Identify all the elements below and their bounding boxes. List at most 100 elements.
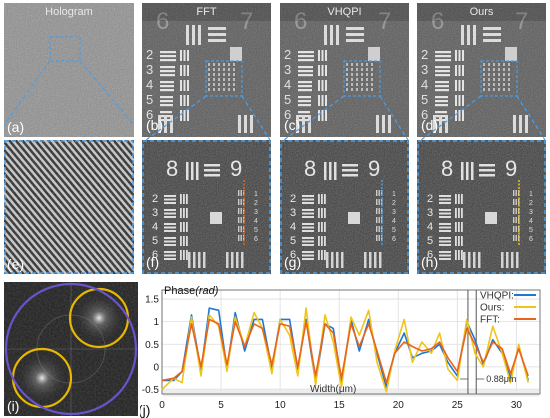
zoom-target-image: 8 9 2 3 4 5 6 1 2 3 4 5 6	[280, 140, 409, 274]
element-number: 4	[152, 221, 158, 233]
element-number: 5	[290, 235, 296, 247]
fringe-image	[4, 140, 134, 274]
panel-f-label: (f)	[146, 254, 160, 270]
spectrum-image	[4, 282, 138, 416]
legend-label: VHQPI:	[480, 291, 514, 302]
panel-d-title: Ours	[469, 6, 494, 18]
panel-label: (e)	[7, 256, 25, 272]
element-number: 5	[421, 92, 428, 107]
zoom-roi-box	[343, 60, 381, 97]
element-number: 6	[427, 249, 433, 261]
zoom-frame	[417, 140, 546, 274]
hologram-image	[4, 3, 134, 137]
element-number: 6	[290, 249, 296, 261]
panel-c-title: VHQPI	[327, 6, 362, 18]
element-number: 5	[284, 92, 291, 107]
y-tick-label: -0.5	[142, 385, 160, 396]
series-line-fft	[161, 318, 529, 384]
group-number: 7	[240, 8, 253, 35]
legend-label: Ours:	[480, 303, 504, 314]
group-number: 8	[304, 156, 316, 181]
x-tick-label: 25	[452, 400, 464, 411]
element-number: 3	[290, 207, 296, 219]
chart-legend: VHQPI:Ours:FFT:	[480, 291, 536, 326]
element-number: 2	[254, 200, 258, 207]
element-number: 1	[529, 191, 533, 198]
group-number: 8	[441, 156, 453, 181]
element-number: 3	[421, 62, 428, 77]
group-number: 9	[368, 156, 380, 181]
panel-f-fft-zoom: 8 9 2 3 4 5 6 1 2 3 4 5 6	[142, 140, 271, 274]
element-number: 5	[152, 235, 158, 247]
y-tick-label: 0.5	[145, 340, 159, 351]
legend-label: FFT:	[480, 315, 500, 326]
element-number: 2	[421, 47, 428, 62]
element-number: 4	[427, 221, 433, 233]
group-number: 8	[166, 156, 178, 181]
element-number: 5	[254, 227, 258, 234]
x-tick-label: 15	[334, 400, 346, 411]
element-number: 2	[290, 193, 296, 205]
panel-g-label: (g)	[284, 254, 302, 270]
element-number: 4	[254, 218, 258, 225]
zoom-frame	[142, 140, 271, 274]
panel-a-hologram: Hologram (a)	[4, 3, 134, 137]
y-tick-label: 1	[153, 317, 159, 328]
aperture-circle	[4, 282, 138, 416]
zoom-frame	[280, 140, 409, 274]
element-number: 2	[392, 200, 396, 207]
element-number: 1	[392, 191, 396, 198]
panel-i-spectrum: (i)	[4, 282, 138, 416]
element-number: 5	[529, 227, 533, 234]
zoom-roi-box	[205, 60, 243, 97]
scale-annotation: 0.88μm	[459, 374, 516, 384]
element-number: 5	[146, 92, 153, 107]
panel-d-label: (d)	[421, 117, 439, 133]
element-number: 4	[421, 77, 428, 92]
group-number: 6	[431, 8, 444, 35]
group-number: 6	[294, 8, 307, 35]
group-number: 9	[230, 156, 242, 181]
x-tick-label: 10	[275, 400, 287, 411]
element-number: 2	[284, 47, 291, 62]
element-number: 1	[254, 191, 258, 198]
zoom-roi-box	[49, 36, 81, 62]
y-tick-label: 1.5	[145, 295, 159, 306]
scale-label: 0.88μm	[486, 374, 516, 384]
x-tick-label: 30	[511, 400, 523, 411]
x-axis-label: Width(μm)	[310, 384, 356, 395]
element-number: 3	[392, 209, 396, 216]
panel-h-label: (h)	[421, 254, 439, 270]
zoom-roi-box	[480, 60, 518, 97]
element-number: 3	[284, 62, 291, 77]
chart-series	[161, 307, 529, 393]
panel-b-label: (b)	[146, 117, 164, 133]
element-number: 3	[254, 209, 258, 216]
panel-title: Hologram	[45, 6, 93, 18]
panel-label: (i)	[7, 398, 20, 414]
group-number: 9	[505, 156, 517, 181]
y-tick-label: 0	[153, 362, 159, 373]
element-number: 5	[427, 235, 433, 247]
element-number: 2	[146, 47, 153, 62]
group-number: 7	[515, 8, 528, 35]
element-number: 3	[152, 207, 158, 219]
panel-label: (a)	[7, 119, 25, 135]
element-number: 4	[146, 77, 153, 92]
element-number: 4	[529, 218, 533, 225]
element-number: 2	[152, 193, 158, 205]
element-number: 4	[392, 218, 396, 225]
panel-j-label: (j)	[140, 402, 150, 418]
phase-profile-chart: -0.5 0 0.5 1 1.5 0 5 10 15 20 25 30 Phase(rad) Widt…	[140, 282, 546, 418]
element-number: 6	[254, 236, 258, 243]
element-number: 6	[152, 249, 158, 261]
panel-h-ours-zoom: 8 9 2 3 4 5 6 1 2 3 4 5 6	[417, 140, 546, 274]
group-number: 7	[378, 8, 391, 35]
x-tick-label: 20	[393, 400, 405, 411]
element-number: 4	[290, 221, 296, 233]
element-number: 5	[392, 227, 396, 234]
group-number: 6	[156, 8, 169, 35]
panel-b-title: FFT	[196, 6, 217, 18]
element-number: 4	[284, 77, 291, 92]
element-number: 3	[146, 62, 153, 77]
